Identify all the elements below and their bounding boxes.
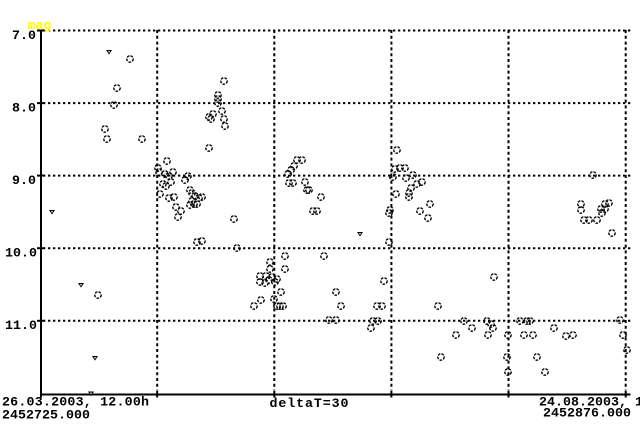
svg-text:deltaT=30: deltaT=30 bbox=[270, 396, 349, 411]
svg-text:26.03.2003, 12.00h: 26.03.2003, 12.00h bbox=[2, 395, 149, 410]
svg-text:9.0: 9.0 bbox=[12, 173, 36, 188]
svg-text:2452725.000: 2452725.000 bbox=[2, 407, 90, 422]
svg-text:2452876.000: 2452876.000 bbox=[543, 406, 631, 421]
svg-text:8.0: 8.0 bbox=[12, 100, 36, 115]
svg-text:24.08.2003, 12.00h: 24.08.2003, 12.00h bbox=[539, 395, 640, 410]
svg-text:10.0: 10.0 bbox=[5, 246, 37, 261]
svg-text:mag: mag bbox=[28, 18, 52, 33]
svg-text:7.0: 7.0 bbox=[12, 28, 36, 43]
svg-text:11.0: 11.0 bbox=[5, 318, 37, 333]
